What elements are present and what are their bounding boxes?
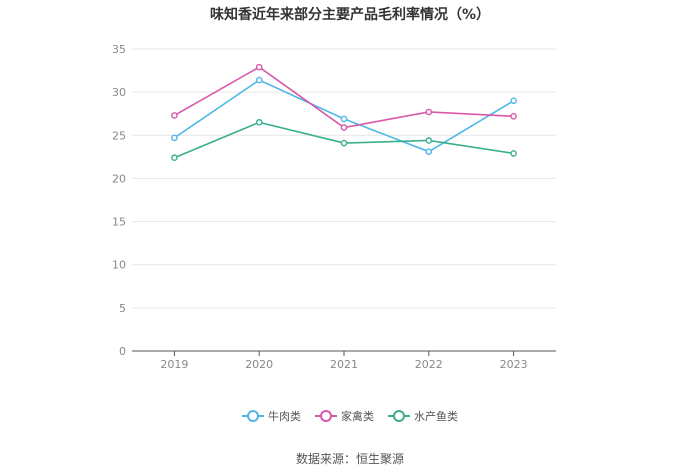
y-tick-label: 35 (112, 43, 126, 56)
data-point (425, 108, 433, 116)
data-point (340, 124, 348, 131)
y-tick-label: 15 (112, 216, 126, 229)
legend-item-2[interactable]: 家禽类 (315, 408, 374, 424)
data-point (171, 112, 178, 119)
y-tick-label: 0 (119, 345, 126, 358)
legend-item-3[interactable]: 水产鱼类 (388, 408, 458, 424)
legend-marker-icon (388, 410, 410, 422)
legend-label: 水产鱼类 (414, 410, 458, 423)
legend-label: 牛肉类 (268, 410, 301, 423)
legend-marker-icon (242, 410, 264, 422)
legend-marker-icon (315, 410, 337, 422)
legend: 牛肉类 家禽类 水产鱼类 (0, 408, 700, 424)
y-tick-label: 20 (112, 172, 126, 185)
y-tick-label: 25 (112, 129, 126, 142)
data-point (510, 150, 517, 157)
data-point (255, 76, 263, 84)
source-note: 数据来源：恒生聚源 (295, 452, 404, 466)
data-point (510, 97, 517, 105)
x-tick-label: 2021 (330, 358, 358, 371)
data-point (171, 134, 178, 142)
x-tick-label: 2023 (500, 358, 528, 371)
data-point (510, 113, 517, 120)
y-tick-label: 10 (112, 259, 126, 272)
data-point (340, 139, 348, 147)
x-tick-label: 2019 (160, 358, 188, 371)
data-point (425, 137, 433, 144)
data-point (255, 119, 263, 126)
x-tick-label: 2022 (415, 358, 443, 371)
data-point (340, 115, 348, 123)
chart-title: 味知香近年来部分主要产品毛利率情况（%） (209, 7, 491, 23)
data-point (171, 154, 178, 162)
data-point (425, 148, 433, 155)
legend-item-1[interactable]: 牛肉类 (242, 408, 301, 424)
x-tick-label: 2020 (245, 358, 273, 371)
y-tick-label: 5 (119, 302, 126, 315)
data-point (255, 63, 263, 71)
legend-label: 家禽类 (341, 410, 374, 423)
y-tick-label: 30 (112, 86, 126, 99)
